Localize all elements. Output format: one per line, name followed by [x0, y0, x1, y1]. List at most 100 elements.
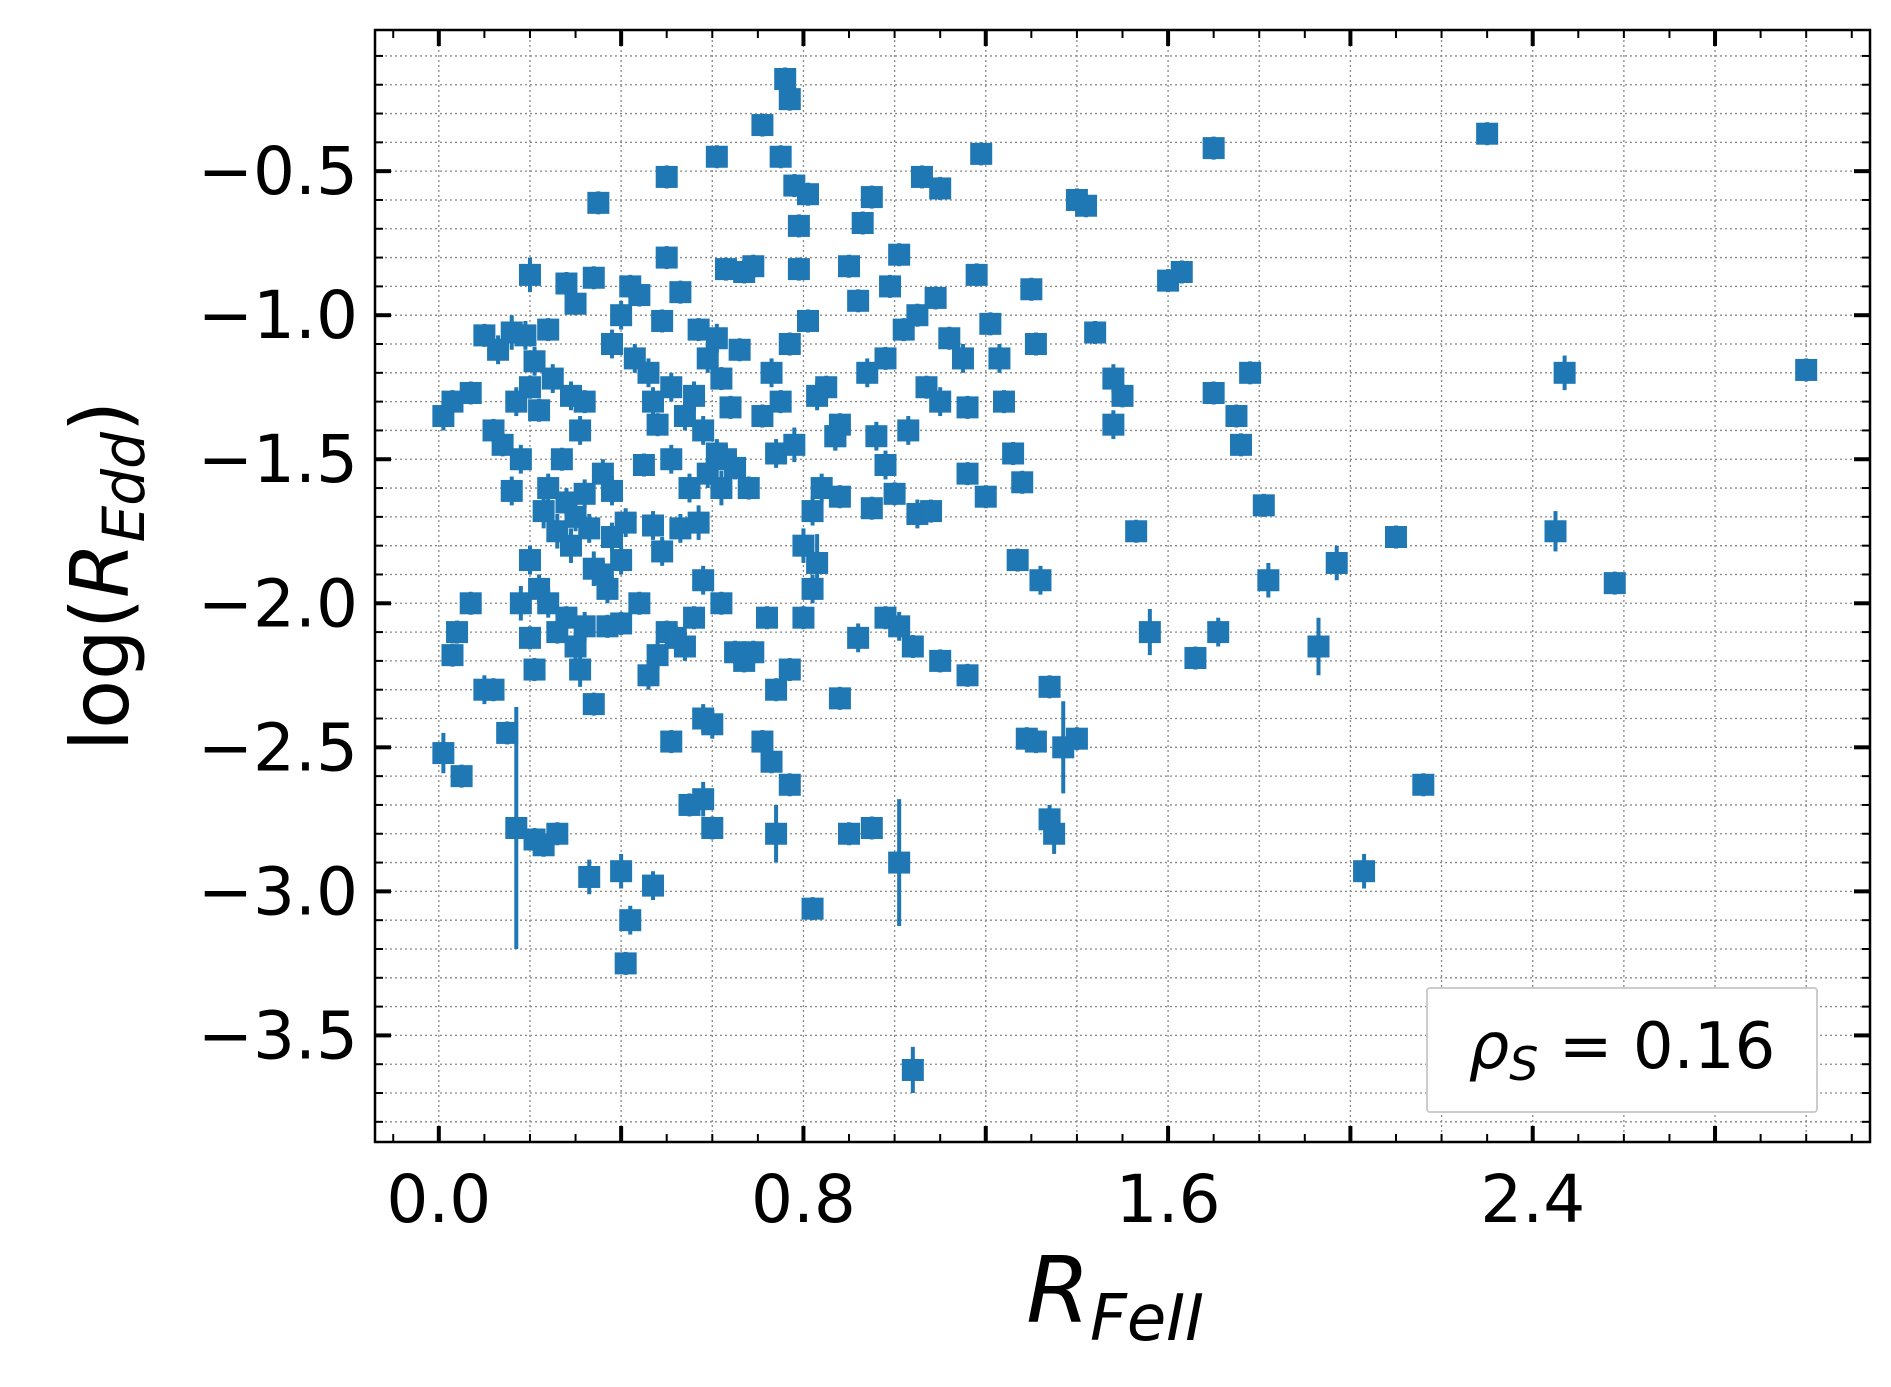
data-point	[1170, 260, 1193, 284]
point-marker	[774, 67, 797, 90]
data-point	[1065, 727, 1088, 751]
point-marker	[628, 592, 651, 615]
point-marker	[1125, 520, 1148, 543]
data-point	[710, 591, 733, 615]
data-point	[569, 652, 592, 687]
data-point	[441, 390, 464, 414]
point-marker	[642, 514, 665, 537]
data-point	[847, 289, 870, 313]
point-marker	[678, 477, 701, 500]
point-marker	[550, 448, 573, 471]
y-axis-label-pre: log(	[54, 598, 147, 751]
data-point	[1111, 384, 1134, 408]
data-point	[637, 358, 660, 388]
point-marker	[979, 312, 1002, 335]
point-marker	[883, 482, 906, 505]
x-axis-label: RFeII	[1026, 1237, 1204, 1356]
data-point	[610, 545, 633, 575]
point-marker	[929, 177, 952, 200]
point-marker	[673, 635, 696, 658]
point-marker	[518, 626, 541, 649]
data-point	[874, 450, 897, 480]
data-point	[1138, 609, 1161, 656]
point-marker	[838, 822, 861, 845]
point-marker	[692, 569, 715, 592]
data-point	[610, 611, 633, 635]
point-marker	[801, 577, 824, 600]
data-point	[778, 87, 801, 111]
point-marker	[1257, 569, 1280, 592]
data-point	[929, 387, 952, 417]
point-marker	[1553, 361, 1576, 384]
point-marker	[528, 399, 551, 422]
point-marker	[824, 425, 847, 448]
point-marker	[1184, 647, 1207, 670]
data-point	[528, 398, 551, 422]
point-marker	[851, 212, 874, 235]
point-marker	[1207, 621, 1230, 644]
data-point	[792, 528, 815, 563]
y-tick-labels: −0.5 −1.0 −1.5 −2.0 −2.5 −3.0 −3.5	[198, 133, 358, 1074]
data-point	[1384, 525, 1407, 549]
data-point	[755, 606, 778, 630]
point-marker	[537, 318, 560, 341]
point-marker	[1170, 260, 1193, 283]
point-marker	[787, 258, 810, 281]
y-tick-label: −2.5	[198, 709, 358, 786]
point-marker	[783, 433, 806, 456]
data-point	[938, 326, 961, 350]
point-marker	[888, 615, 911, 638]
data-point	[888, 611, 911, 641]
point-marker	[879, 275, 902, 298]
point-marker	[582, 693, 605, 716]
x-tick-label: 2.4	[1480, 1161, 1585, 1238]
point-marker	[1412, 773, 1435, 796]
point-marker	[619, 909, 642, 932]
point-marker	[1353, 860, 1376, 883]
point-marker	[632, 454, 655, 477]
data-points	[432, 67, 1818, 1094]
point-marker	[505, 816, 528, 839]
point-marker	[1111, 384, 1134, 407]
point-marker	[637, 664, 660, 687]
point-marker	[610, 304, 633, 327]
data-point	[646, 640, 669, 670]
point-marker	[482, 678, 505, 701]
point-marker	[787, 214, 810, 237]
data-point	[956, 395, 979, 419]
data-point	[1011, 470, 1034, 494]
point-marker	[683, 384, 706, 407]
point-marker	[860, 816, 883, 839]
correlation-annotation: ρS = 0.16	[1469, 1010, 1776, 1091]
data-point	[655, 246, 678, 270]
point-marker	[847, 626, 870, 649]
data-point	[847, 623, 870, 653]
data-point	[1603, 571, 1626, 595]
point-marker	[628, 284, 651, 307]
point-marker	[728, 338, 751, 361]
data-point	[1184, 646, 1207, 670]
point-marker	[1230, 433, 1253, 456]
point-marker	[546, 822, 569, 845]
rho-symbol: ρ	[1469, 1010, 1510, 1084]
point-marker	[705, 145, 728, 168]
data-point	[979, 312, 1002, 336]
data-point	[714, 257, 737, 281]
point-marker	[683, 606, 706, 629]
data-point	[523, 346, 546, 376]
y-axis-label-post: )	[54, 401, 147, 432]
data-point	[742, 640, 765, 664]
y-tick-label: −1.5	[198, 421, 358, 498]
point-marker	[573, 615, 596, 638]
point-marker	[806, 551, 829, 574]
data-point	[642, 871, 665, 901]
point-marker	[1252, 494, 1275, 517]
point-marker	[518, 376, 541, 399]
point-marker	[637, 361, 660, 384]
point-marker	[874, 347, 897, 370]
data-point	[441, 643, 464, 667]
data-point	[901, 1046, 924, 1094]
data-point	[1020, 277, 1043, 301]
point-marker	[929, 390, 952, 413]
data-point	[555, 606, 578, 630]
